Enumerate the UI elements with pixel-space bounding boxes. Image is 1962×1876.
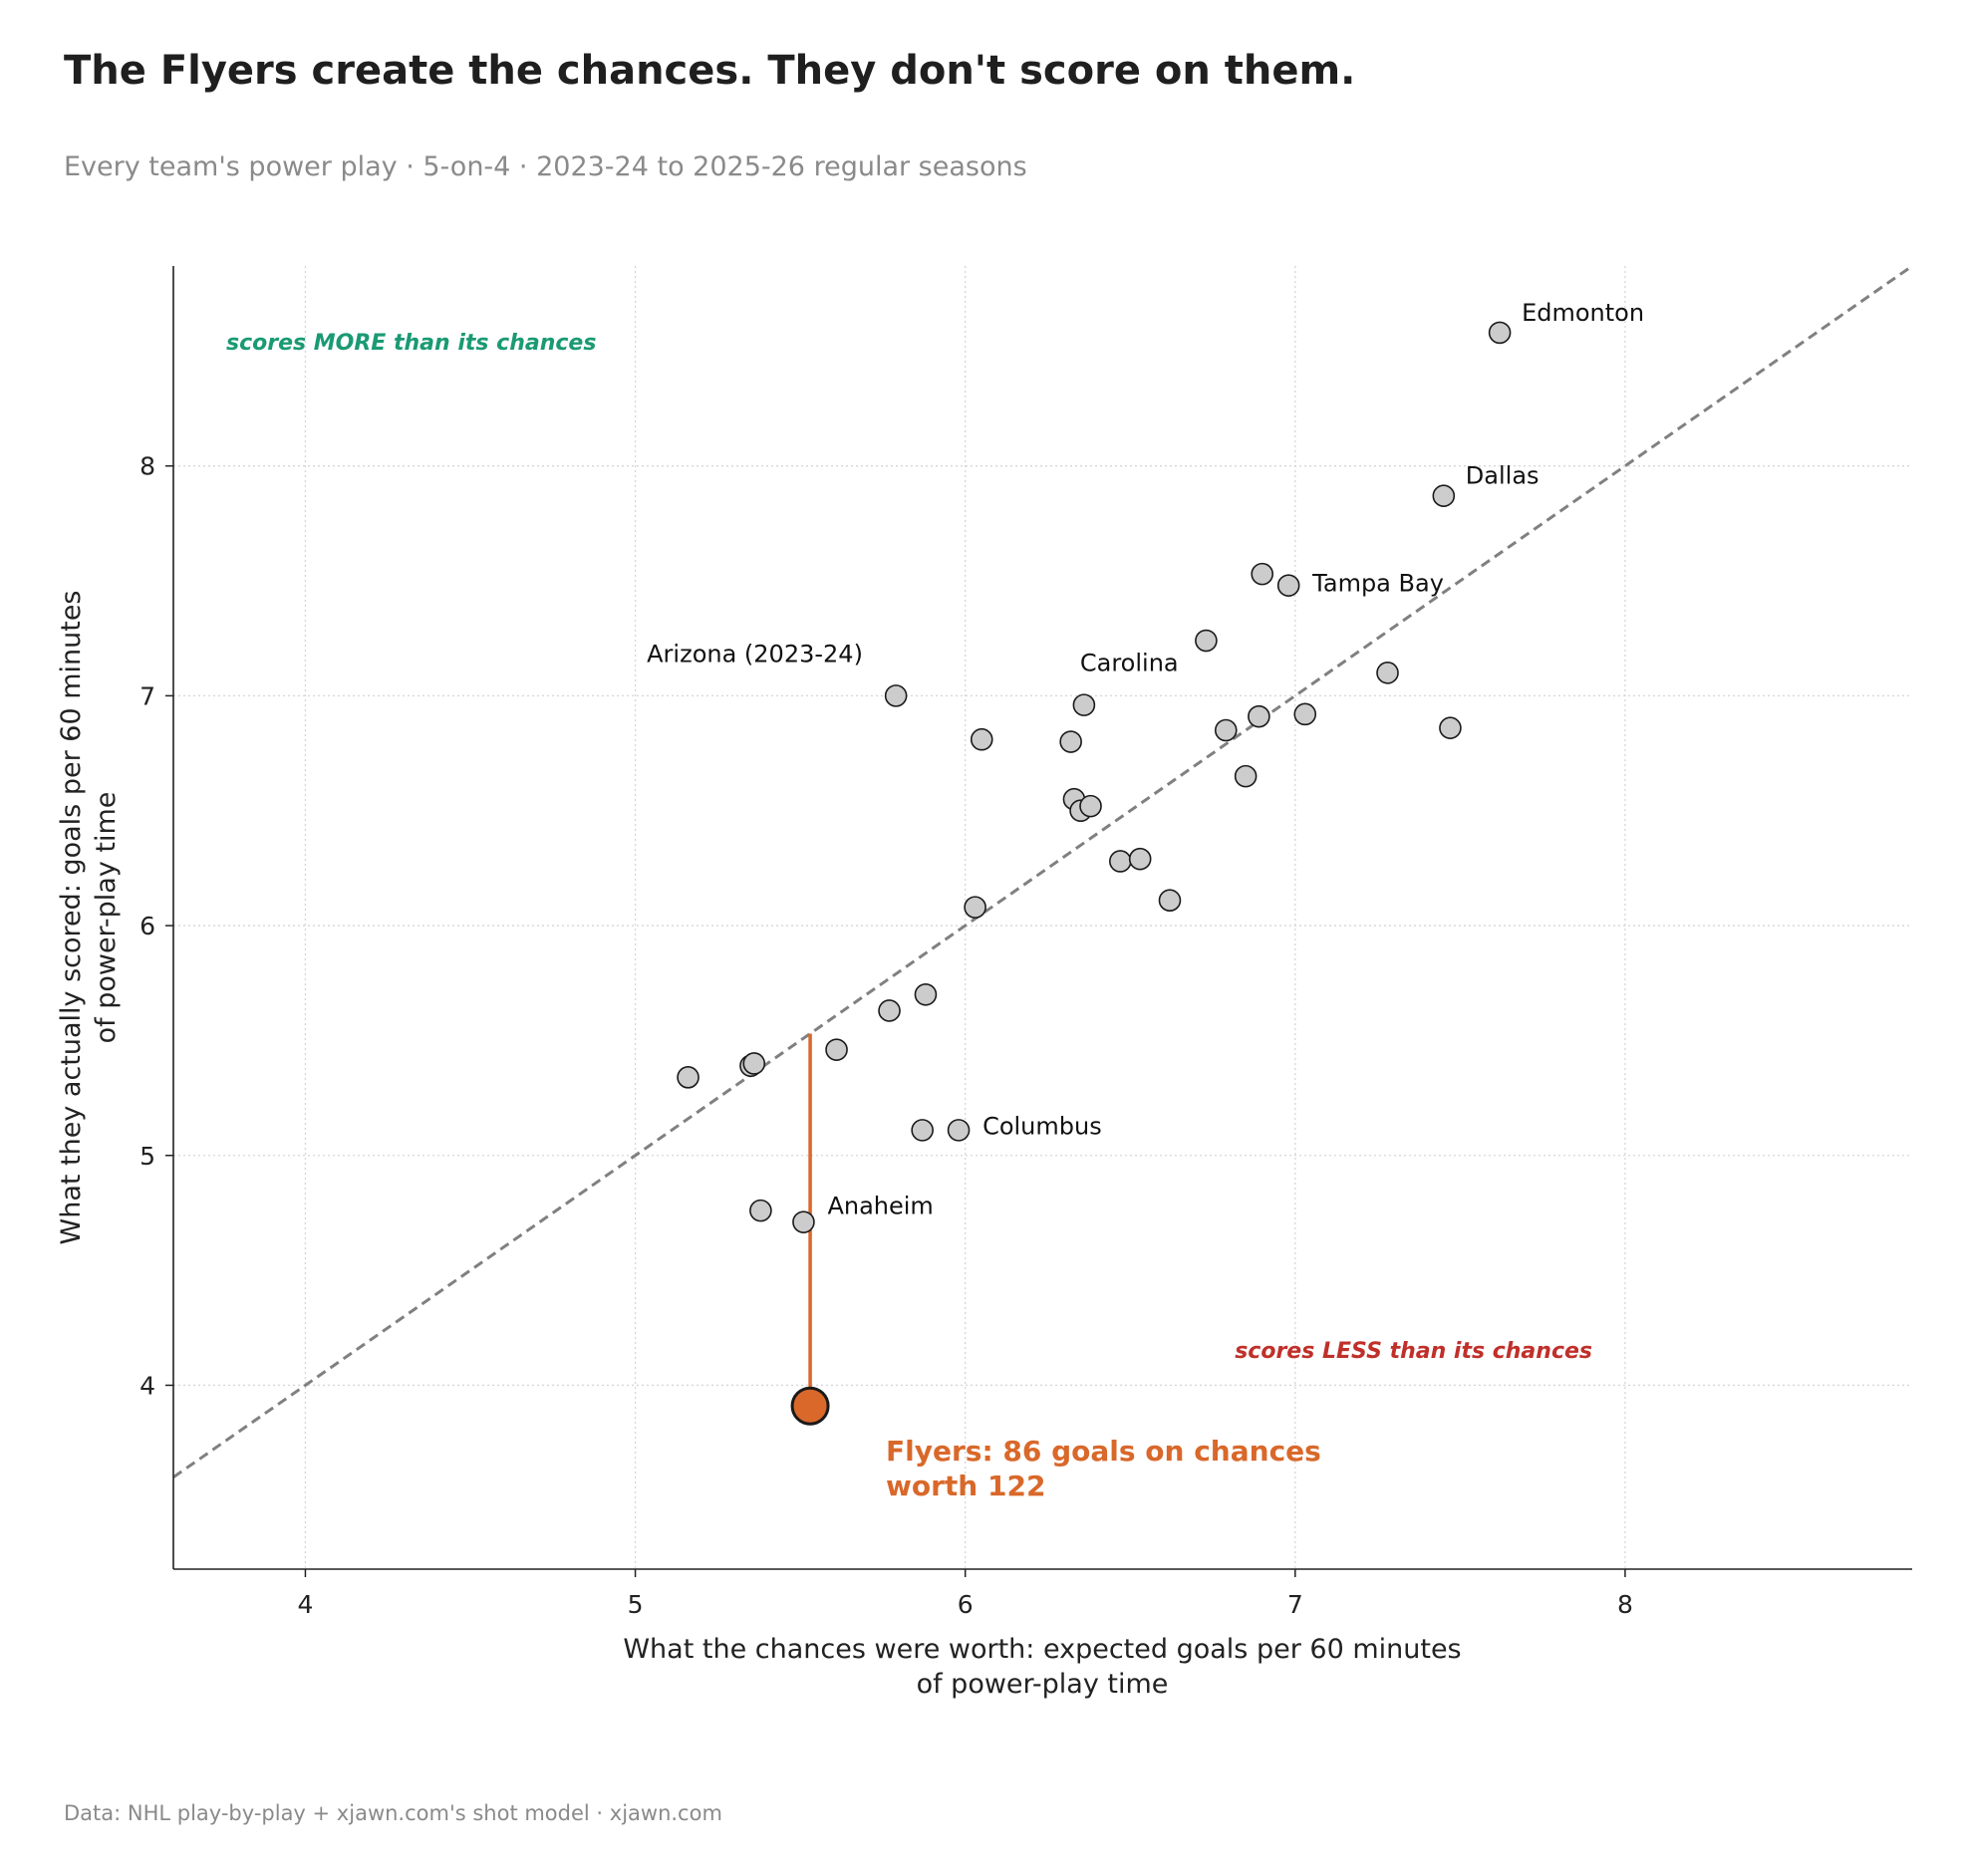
y-tick-label: 8	[140, 452, 155, 481]
zone-label-above: scores MORE than its chances	[226, 331, 596, 356]
data-point	[914, 982, 938, 1006]
data-point	[970, 727, 993, 751]
axes-group: 4 5 6 7 8 4 5 6 7 8 What the chances were worth: e…	[56, 266, 1912, 1700]
flyers-annotation: Flyers: 86 goals on chances	[886, 1435, 1321, 1468]
y-axis-label-line: of power-play time	[91, 792, 122, 1044]
data-point	[749, 1199, 772, 1222]
points-group	[677, 321, 1512, 1426]
flyers-point	[790, 1386, 830, 1426]
point-labels-group: Edmonton Dallas Tampa Bay Carolina Arizona (…	[647, 299, 1644, 1220]
data-point	[1072, 693, 1096, 716]
x-tick-label: 7	[1287, 1590, 1303, 1619]
data-point	[1376, 662, 1399, 684]
y-axis-label-line: What they actually scored: goals per 60 …	[56, 591, 87, 1245]
y-tick-label: 7	[140, 681, 155, 710]
data-point	[1276, 574, 1300, 597]
data-point	[1109, 850, 1132, 873]
point-label: Dallas	[1466, 462, 1540, 490]
data-point	[1432, 484, 1456, 507]
point-label: Tampa Bay	[1311, 570, 1444, 598]
x-axis-label: of power-play time	[917, 1669, 1169, 1700]
data-point	[792, 1210, 815, 1233]
point-label: Columbus	[982, 1112, 1102, 1140]
data-point	[1214, 718, 1238, 742]
flyers-annotation: worth 122	[886, 1470, 1045, 1502]
data-point	[1158, 889, 1182, 912]
data-point	[825, 1038, 848, 1061]
data-point	[1248, 704, 1270, 728]
y-tick-label: 4	[140, 1371, 155, 1400]
x-tick-label: 4	[297, 1590, 313, 1619]
data-point	[1439, 716, 1462, 739]
x-tick-label: 6	[958, 1590, 974, 1619]
chart-subtitle: Every team's power play · 5-on-4 · 2023-…	[64, 151, 1027, 182]
point-label: Anaheim	[827, 1193, 933, 1220]
parity-line	[173, 266, 1912, 1478]
data-point	[911, 1119, 934, 1142]
x-axis-label: What the chances were worth: expected go…	[623, 1634, 1461, 1665]
point-label: Arizona (2023-24)	[647, 640, 863, 668]
data-point	[1251, 562, 1273, 586]
data-point	[884, 684, 908, 707]
reference-line-group	[173, 266, 1912, 1478]
chart-title: The Flyers create the chances. They don'…	[64, 48, 1356, 94]
data-point	[1488, 321, 1512, 345]
y-tick-label: 5	[140, 1142, 155, 1171]
data-point	[677, 1066, 700, 1089]
point-label: Carolina	[1080, 650, 1179, 677]
data-point	[1128, 847, 1152, 871]
data-point	[964, 896, 986, 919]
data-point	[878, 999, 901, 1022]
x-tick-label: 8	[1617, 1590, 1633, 1619]
x-tick-label: 5	[628, 1590, 644, 1619]
point-label: Edmonton	[1522, 299, 1644, 327]
y-tick-label: 6	[140, 912, 155, 940]
data-point	[742, 1052, 766, 1075]
source-note: Data: NHL play-by-play + xjawn.com's sho…	[64, 1801, 722, 1825]
data-point	[1079, 794, 1102, 818]
grid-lines	[173, 266, 1912, 1569]
data-point	[947, 1119, 971, 1142]
data-point	[1195, 629, 1218, 653]
data-point	[1234, 764, 1258, 788]
data-point	[1059, 730, 1082, 753]
y-axis-label: What they actually scored: goals per 60 …	[56, 591, 122, 1245]
data-point	[1293, 702, 1317, 726]
zone-label-below: scores LESS than its chances	[1235, 1339, 1592, 1364]
